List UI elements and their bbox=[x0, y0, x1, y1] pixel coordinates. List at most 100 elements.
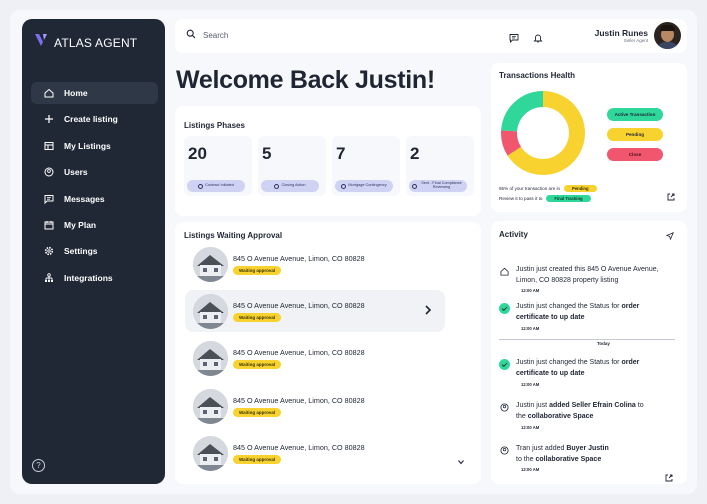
activity-time: 12:00 AM bbox=[521, 425, 540, 430]
top-icons bbox=[509, 30, 543, 48]
phase-label: Mortgage Contingency bbox=[348, 183, 387, 188]
gear-icon bbox=[44, 246, 54, 256]
check-circle-icon bbox=[499, 359, 510, 370]
listings-waiting-title: Listings Waiting Approval bbox=[184, 231, 283, 240]
phase-count: 20 bbox=[188, 144, 207, 163]
user-icon bbox=[44, 167, 54, 177]
health-note-review: Review it to pass it to Final Tracking bbox=[499, 195, 591, 202]
listings-phases-card: Listings Phases 20 Contract Initiated 5 … bbox=[175, 106, 481, 216]
sidebar-item-create-listing[interactable]: Create listing bbox=[31, 108, 158, 130]
phase-pill[interactable]: Closing Action bbox=[261, 180, 319, 192]
chat-icon[interactable] bbox=[509, 30, 519, 48]
phase-label: Closing Action bbox=[281, 183, 306, 188]
legend-active-transaction[interactable]: Active Transaction bbox=[607, 108, 663, 121]
external-link-icon[interactable] bbox=[667, 193, 675, 201]
phase-icon bbox=[412, 183, 417, 189]
listing-row[interactable]: 845 O Avenue Avenue, Limon, CO 80828 Wai… bbox=[185, 385, 445, 427]
listings-waiting-card: Listings Waiting Approval 845 O Avenue A… bbox=[175, 222, 481, 484]
sidebar-item-label: Messages bbox=[64, 193, 105, 204]
brand-logo[interactable]: ATLAS AGENT bbox=[34, 33, 137, 52]
sidebar-item-my-listings[interactable]: My Listings bbox=[31, 135, 158, 157]
listing-address: 845 O Avenue Avenue, Limon, CO 80828 bbox=[233, 348, 365, 357]
phase-label: Sent - Final Compliance Reviewing bbox=[421, 181, 462, 189]
transactions-health-card: Transactions Health Active Transaction P… bbox=[491, 63, 687, 212]
health-note-text: Review it to pass it to bbox=[499, 196, 543, 201]
phase-card[interactable]: 7 Mortgage Contingency bbox=[332, 136, 400, 196]
avatar[interactable] bbox=[654, 22, 681, 49]
phase-card[interactable]: 20 Contract Initiated bbox=[184, 136, 252, 196]
donut-slice-close bbox=[501, 130, 522, 156]
house-icon bbox=[499, 266, 510, 277]
phase-pill[interactable]: Mortgage Contingency bbox=[335, 180, 393, 192]
brand-name: ATLAS AGENT bbox=[54, 35, 138, 50]
donut-slice-active-transaction bbox=[501, 91, 544, 132]
phase-card[interactable]: 5 Closing Action bbox=[258, 136, 326, 196]
listing-row[interactable]: 845 O Avenue Avenue, Limon, CO 80828 Wai… bbox=[185, 337, 445, 379]
status-badge: Waiting approval bbox=[233, 360, 282, 369]
status-badge: Waiting approval bbox=[233, 455, 282, 464]
listings-icon bbox=[44, 141, 54, 151]
sidebar-item-label: My Listings bbox=[64, 140, 111, 151]
user-menu[interactable]: Justin Runes Seller Agent bbox=[595, 22, 681, 49]
activity-time: 12:00 AM bbox=[521, 467, 540, 472]
house-thumbnail bbox=[193, 341, 228, 376]
pending-tag: Pending bbox=[564, 185, 597, 192]
status-badge: Waiting approval bbox=[233, 266, 282, 275]
activity-text: Justin just changed the Status for order… bbox=[516, 359, 640, 377]
activity-text: Justin just created this 845 O Avenue Av… bbox=[516, 266, 659, 284]
final-tracking-tag: Final Tracking bbox=[546, 195, 591, 202]
phase-pill[interactable]: Sent - Final Compliance Reviewing bbox=[409, 180, 467, 192]
phase-pill[interactable]: Contract Initiated bbox=[187, 180, 245, 192]
listing-row[interactable]: 845 O Avenue Avenue, Limon, CO 80828 Wai… bbox=[185, 290, 445, 332]
legend-close[interactable]: Close bbox=[607, 148, 663, 161]
sidebar-item-home[interactable]: Home bbox=[31, 82, 158, 104]
sidebar-item-integrations[interactable]: Integrations bbox=[31, 267, 158, 289]
transactions-health-title: Transactions Health bbox=[499, 71, 576, 80]
activity-time: 12:00 AM bbox=[521, 288, 540, 293]
user-add-icon bbox=[499, 445, 510, 456]
help-icon[interactable]: ? bbox=[32, 459, 45, 472]
sidebar-item-settings[interactable]: Settings bbox=[31, 240, 158, 262]
health-note-pending: 85% of your transaction are in Pending bbox=[499, 185, 597, 192]
activity-time: 12:00 AM bbox=[521, 326, 540, 331]
phase-count: 2 bbox=[410, 144, 420, 163]
sidebar-nav: Home Create listing My Listings Users Me… bbox=[31, 82, 158, 293]
sidebar-item-label: My Plan bbox=[64, 219, 97, 230]
listing-address: 845 O Avenue Avenue, Limon, CO 80828 bbox=[233, 396, 365, 405]
sidebar-item-users[interactable]: Users bbox=[31, 161, 158, 183]
activity-text: Tran just added Buyer Justin to the coll… bbox=[516, 445, 609, 463]
listing-address: 845 O Avenue Avenue, Limon, CO 80828 bbox=[233, 254, 365, 263]
external-link-icon[interactable] bbox=[665, 474, 673, 482]
health-note-text: 85% of your transaction are in bbox=[499, 186, 561, 191]
chevron-down-icon[interactable] bbox=[457, 458, 465, 466]
page-title: Welcome Back Justin! bbox=[176, 66, 435, 94]
phase-count: 5 bbox=[262, 144, 272, 163]
search-input[interactable]: Search bbox=[186, 29, 228, 41]
sidebar-item-my-plan[interactable]: My Plan bbox=[31, 214, 158, 236]
plus-icon bbox=[44, 114, 54, 124]
status-badge: Waiting approval bbox=[233, 313, 282, 322]
phase-count: 7 bbox=[336, 144, 346, 163]
atlas-logo-icon bbox=[34, 33, 48, 52]
phase-card[interactable]: 2 Sent - Final Compliance Reviewing bbox=[406, 136, 474, 196]
search-icon bbox=[186, 29, 196, 41]
chevron-right-icon[interactable] bbox=[423, 304, 433, 316]
sidebar-item-messages[interactable]: Messages bbox=[31, 188, 158, 210]
sidebar-item-label: Home bbox=[64, 88, 88, 98]
check-circle-icon bbox=[499, 303, 510, 314]
house-thumbnail bbox=[193, 389, 228, 424]
user-add-icon bbox=[499, 402, 510, 413]
listing-address: 845 O Avenue Avenue, Limon, CO 80828 bbox=[233, 301, 365, 310]
status-badge: Waiting approval bbox=[233, 408, 282, 417]
listings-phases-title: Listings Phases bbox=[184, 121, 245, 130]
user-role: Seller Agent bbox=[623, 38, 648, 43]
home-icon bbox=[44, 88, 54, 98]
legend-pending[interactable]: Pending bbox=[607, 128, 663, 141]
bell-icon[interactable] bbox=[533, 30, 543, 48]
send-icon[interactable] bbox=[666, 232, 674, 240]
search-placeholder: Search bbox=[203, 30, 229, 40]
listing-row[interactable]: 845 O Avenue Avenue, Limon, CO 80828 Wai… bbox=[185, 432, 445, 474]
listing-row[interactable]: 845 O Avenue Avenue, Limon, CO 80828 Wai… bbox=[185, 243, 445, 285]
sidebar-item-label: Users bbox=[64, 167, 88, 178]
calendar-icon bbox=[44, 220, 54, 230]
